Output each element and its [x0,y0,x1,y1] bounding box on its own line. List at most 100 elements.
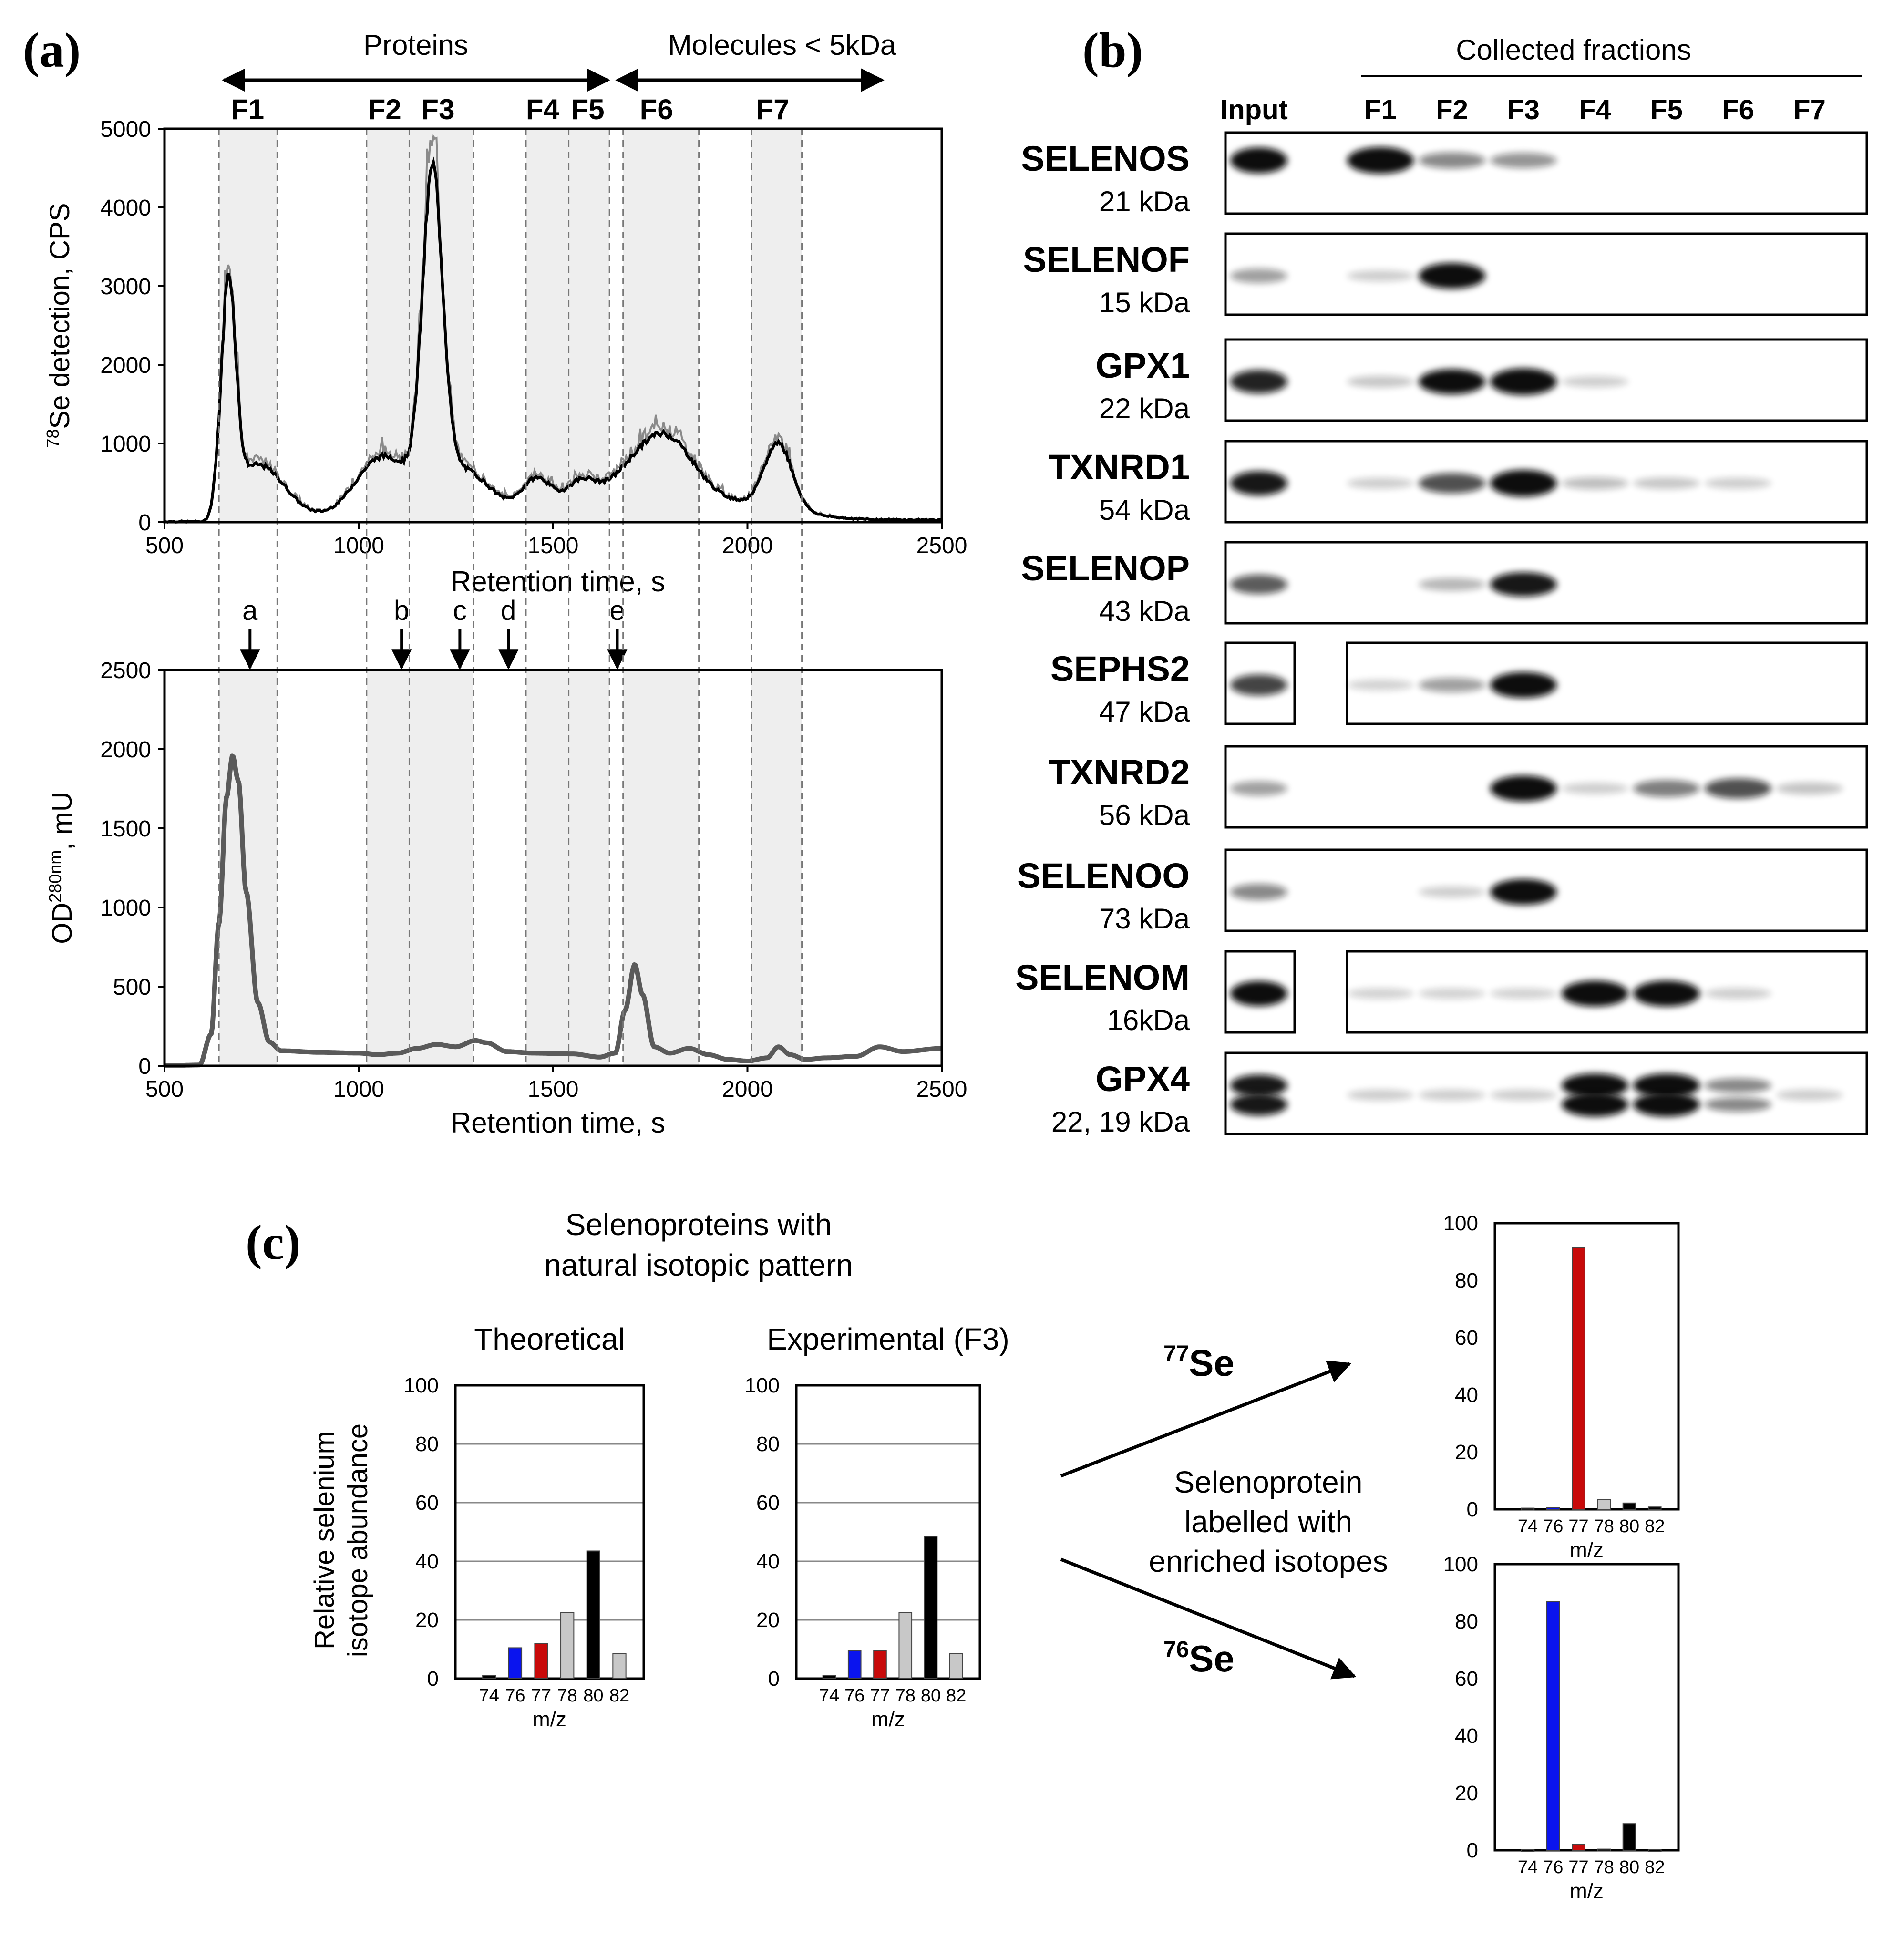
experimental_f3-bar-77 [873,1650,887,1679]
experimental_f3-x-tick-label: 78 [895,1686,916,1706]
theoretical-x-tick-label: 74 [479,1686,499,1706]
theoretical-bar-82 [612,1653,627,1680]
band-gpx4-lane0-lower [1230,1093,1287,1116]
fraction-label-f4: F4 [526,93,560,125]
band-gpx1-lane4 [1562,376,1628,388]
band-selenos-lane0 [1230,147,1287,174]
od280-fraction-band-f4 [525,670,569,1066]
natural-title-line1: Selenoproteins with [566,1207,832,1242]
theoretical-x-tick-label: 76 [505,1686,525,1706]
experimental_f3-bar-74 [822,1675,836,1680]
band-gpx1-lane0 [1230,370,1287,394]
band-selenos-lane2 [1419,152,1485,169]
c-ylabel-line2: isotope abundance [342,1423,373,1657]
od280-x-tick-label: 2500 [916,1077,967,1102]
band-selenop-lane3 [1490,572,1557,597]
se78-plot-frame-overlay [163,127,943,524]
enriched-line2: labelled with [1184,1505,1352,1539]
labelled_77-x-tick-label: 82 [1645,1516,1665,1536]
theoretical-bar-78 [560,1612,575,1679]
theoretical-title: Theoretical [474,1322,625,1356]
protein-mass-gpx4: 22, 19 kDa [1051,1106,1190,1138]
labelled_76-x-tick-label: 77 [1568,1857,1588,1877]
band-selenom-lane6 [1705,988,1771,1000]
labelled_76-bar-82 [1647,1849,1662,1852]
se78-y-tick-label: 5000 [100,117,151,142]
protein-name-selenop: SELENOP [1021,548,1190,588]
se78-fraction-band-f5 [568,129,610,522]
labelled_77-frame [1493,1222,1680,1511]
labelled_77-y-tick-label: 100 [1443,1212,1478,1235]
label-76se-sup: 76 [1163,1637,1189,1662]
labelled_77-x-tick-label: 76 [1543,1516,1563,1536]
od280-chart: 500 1000 1500 2000 250005001000150020002500O… [45,127,967,1139]
od280-plot-frame-overlay [163,669,943,1067]
se78-x-tick-label: 1500 [528,533,579,558]
labelled_76-bar-76 [1546,1601,1560,1851]
lane-label-f2: F2 [1436,94,1468,125]
labelled_76-x-tick-label: 82 [1645,1857,1665,1877]
band-selenof-lane0 [1230,268,1287,283]
band-gpx4-lane5 [1633,1073,1700,1098]
experimental_f3-y-tick-label: 100 [745,1374,780,1397]
fraction-label-f7: F7 [756,93,790,125]
se78-xlabel: Retention time, s [451,566,665,598]
labelled_76-bar-77 [1572,1844,1585,1851]
labelled_76-x-tick-label: 74 [1518,1857,1538,1877]
lane-label-f3: F3 [1507,94,1540,125]
od280-x-tick-label: 1500 [528,1077,579,1102]
band-txnrd2-lane4 [1562,783,1628,794]
od280-x-tick-label: 500 [145,1077,184,1102]
theoretical-xlabel: m/z [533,1708,566,1731]
se78-ylabel: 78Se detection, CPS [43,203,75,448]
experimental_f3-bar-80 [924,1536,938,1680]
labelled_77-x-tick-label: 74 [1518,1516,1538,1536]
protein-name-selenos: SELENOS [1021,139,1190,178]
experimental_f3-bar-78 [898,1612,913,1679]
protein-name-selenoo: SELENOO [1017,856,1190,896]
protein-name-selenof: SELENOF [1023,240,1190,279]
band-selenom-lane2 [1419,988,1485,999]
experimental_f3-bar-76 [847,1650,862,1679]
se78-y-tick-label: 3000 [100,274,151,299]
band-txnrd1-lane3 [1490,470,1557,497]
enriched-line1: Selenoprotein [1174,1465,1363,1499]
labelled_77-y-tick-label: 80 [1455,1269,1478,1292]
od280-trace [163,753,942,1068]
experimental_f3-y-tick-label: 20 [756,1608,780,1632]
labelled_76-y-tick-label: 100 [1443,1553,1478,1576]
labelled_76-y-tick-label: 40 [1455,1724,1478,1748]
band-selenoo-lane0 [1230,884,1287,900]
marker-label-b: b [394,595,409,626]
theoretical-y-tick-label: 40 [415,1550,439,1573]
band-txnrd1-lane2 [1419,473,1485,494]
enriched-line3: enriched isotopes [1149,1544,1388,1578]
se78-y-tick-label: 1000 [100,432,151,457]
experimental_f3-y-tick-label: 40 [756,1550,780,1573]
experimental_f3-frame [795,1384,981,1680]
band-gpx4-lane3 [1490,1089,1557,1101]
band-txnrd1-lane0 [1230,471,1287,495]
band-txnrd2-lane3 [1490,775,1557,802]
protein-name-gpx4: GPX4 [1096,1059,1190,1099]
experimental_f3-y-tick-label: 60 [756,1491,780,1515]
band-selenom-lane1 [1347,988,1414,999]
protein-name-txnrd1: TXNRD1 [1049,447,1190,487]
band-gpx4-lane0 [1230,1074,1287,1097]
lane-label-f7: F7 [1793,94,1826,125]
theoretical-bar-77 [534,1643,548,1679]
od280-y-tick-label: 1000 [100,896,151,921]
band-txnrd1-lane4 [1562,477,1628,490]
panel-label-b: (b) [1082,23,1143,78]
protein-name-gpx1: GPX1 [1096,346,1190,385]
band-gpx4-lane6-lower [1705,1097,1771,1112]
band-txnrd2-lane0 [1230,781,1287,796]
se78-trace-black [164,156,943,524]
label-77se: 77Se [1163,1341,1235,1384]
band-gpx1-lane1 [1347,376,1414,388]
protein-name-selenom: SELENOM [1015,958,1190,997]
se78-fraction-band-f6 [623,129,699,522]
od280-y-tick-label: 1500 [100,816,151,842]
